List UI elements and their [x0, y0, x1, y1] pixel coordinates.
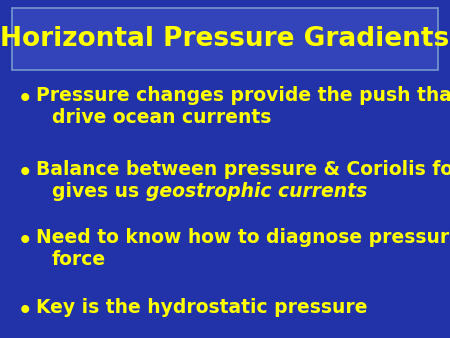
Text: •: •: [18, 162, 32, 185]
Text: Need to know how to diagnose pressure: Need to know how to diagnose pressure: [36, 228, 450, 247]
Text: gives us: gives us: [52, 182, 146, 201]
Text: Horizontal Pressure Gradients: Horizontal Pressure Gradients: [0, 26, 450, 52]
Text: Key is the hydrostatic pressure: Key is the hydrostatic pressure: [36, 298, 368, 317]
Text: force: force: [52, 250, 106, 269]
Text: Pressure changes provide the push that: Pressure changes provide the push that: [36, 86, 450, 105]
Text: •: •: [18, 300, 32, 323]
FancyBboxPatch shape: [12, 8, 438, 70]
Text: •: •: [18, 230, 32, 253]
Text: •: •: [18, 88, 32, 111]
Text: geostrophic currents: geostrophic currents: [146, 182, 367, 201]
Text: Balance between pressure & Coriolis forces: Balance between pressure & Coriolis forc…: [36, 160, 450, 179]
Text: drive ocean currents: drive ocean currents: [52, 108, 271, 127]
